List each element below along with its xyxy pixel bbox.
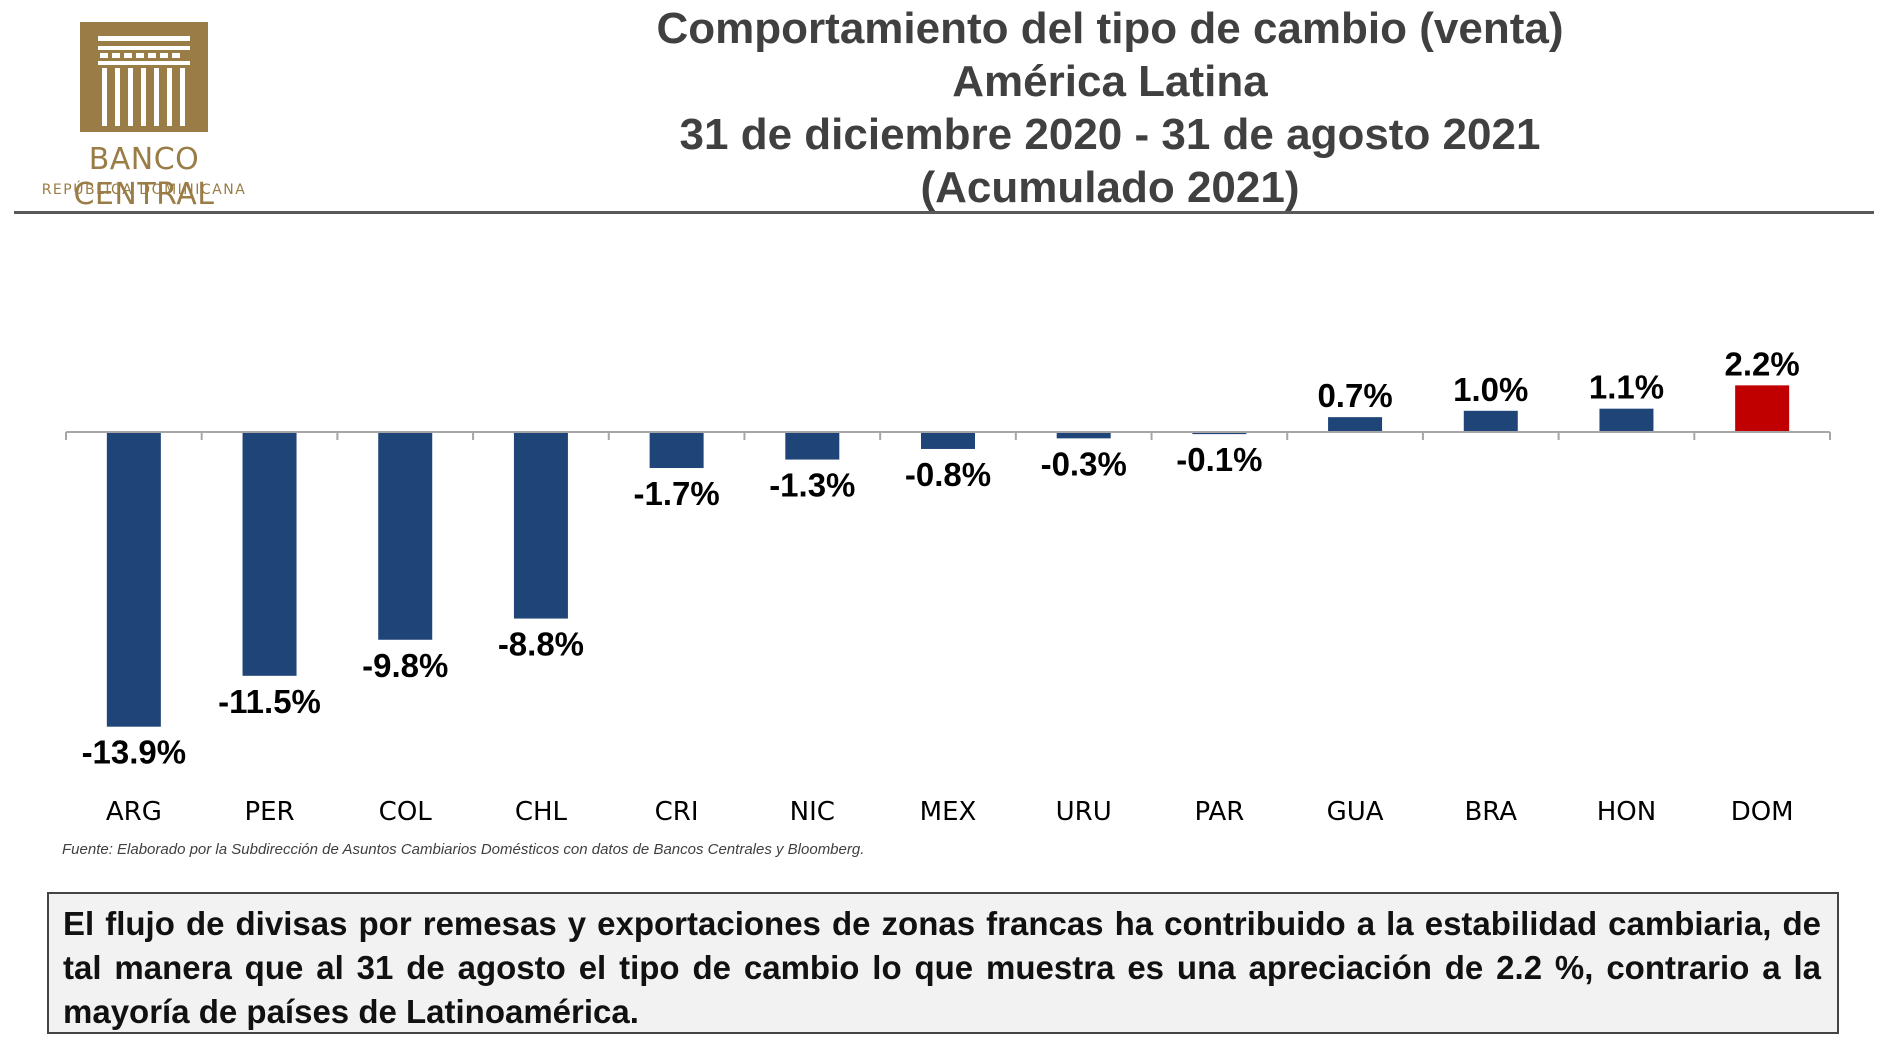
bar-gua xyxy=(1328,417,1383,432)
category-label-col: COL xyxy=(379,797,433,827)
bar-arg xyxy=(106,432,161,727)
bar-chart: -13.9% -11.5% -9.8% -8.8% -1.7% -1.3% -0.8% -0.… xyxy=(65,345,1831,827)
bar-dom xyxy=(1735,385,1790,432)
data-label-bra: 1.0% xyxy=(1453,371,1528,408)
bar-chl xyxy=(513,432,568,619)
banco-central-logo: BANCO CENTRAL REPÚBLICA DOMINICANA xyxy=(14,20,274,212)
data-label-mex: -0.8% xyxy=(905,456,991,493)
category-label-uru: URU xyxy=(1056,797,1112,827)
data-label-col: -9.8% xyxy=(362,647,448,684)
logo-subtitle: REPÚBLICA DOMINICANA xyxy=(41,182,247,198)
title-line-1: Comportamiento del tipo de cambio (venta… xyxy=(656,4,1564,53)
bar-hon xyxy=(1599,408,1654,432)
data-label-gua: 0.7% xyxy=(1317,377,1392,414)
data-label-chl: -8.8% xyxy=(498,626,584,663)
category-label-par: PAR xyxy=(1194,797,1244,827)
category-label-chl: CHL xyxy=(515,797,568,827)
title-line-3: 31 de diciembre 2020 - 31 de agosto 2021 xyxy=(679,110,1541,159)
chart-title: Comportamiento del tipo de cambio (venta… xyxy=(560,2,1660,214)
source-note: Fuente: Elaborado por la Subdirección de… xyxy=(62,841,865,858)
title-line-4: (Acumulado 2021) xyxy=(920,163,1300,212)
data-label-nic: -1.3% xyxy=(769,467,855,504)
bar-mex xyxy=(921,432,975,449)
category-label-per: PER xyxy=(244,797,294,827)
data-label-per: -11.5% xyxy=(218,683,321,720)
logo-name: BANCO CENTRAL xyxy=(73,142,215,212)
category-label-hon: HON xyxy=(1597,797,1656,827)
category-label-nic: NIC xyxy=(790,797,835,827)
bar-col xyxy=(378,432,433,640)
data-label-cri: -1.7% xyxy=(634,475,720,512)
category-label-cri: CRI xyxy=(655,797,699,827)
data-label-par: -0.1% xyxy=(1176,441,1262,478)
data-label-dom: 2.2% xyxy=(1725,345,1800,382)
category-label-mex: MEX xyxy=(920,797,977,827)
commentary-text: El flujo de divisas por remesas y export… xyxy=(63,905,1821,1030)
header-divider xyxy=(14,211,1874,214)
category-label-gua: GUA xyxy=(1327,797,1384,827)
data-label-uru: -0.3% xyxy=(1041,445,1127,482)
bar-cri xyxy=(649,432,704,469)
bar-bra xyxy=(1463,410,1518,432)
category-label-bra: BRA xyxy=(1464,797,1517,827)
data-label-arg: -13.9% xyxy=(82,734,187,771)
category-label-arg: ARG xyxy=(106,797,162,827)
bar-par xyxy=(1192,432,1247,435)
bar-uru xyxy=(1056,432,1111,439)
title-line-2: América Latina xyxy=(952,57,1268,106)
commentary-box: El flujo de divisas por remesas y export… xyxy=(47,892,1839,1034)
bar-per xyxy=(242,432,297,676)
bar-nic xyxy=(785,432,840,460)
category-label-dom: DOM xyxy=(1731,797,1794,827)
building-icon xyxy=(80,22,208,132)
data-label-hon: 1.1% xyxy=(1589,369,1664,406)
